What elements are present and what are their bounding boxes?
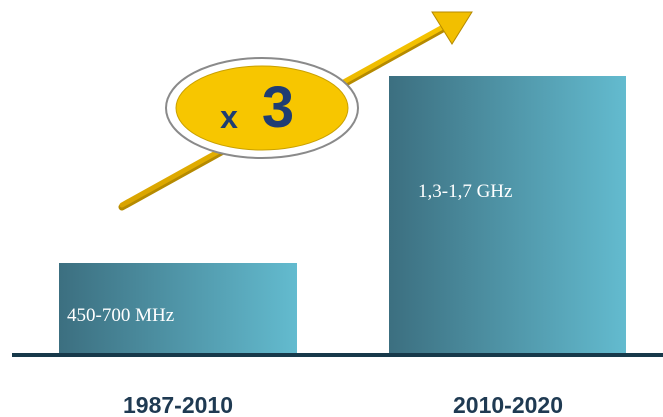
- badge-factor: 3: [262, 75, 294, 140]
- bar: [59, 263, 297, 354]
- bar-label: 450-700 MHz: [67, 305, 174, 326]
- category-label: 1987-2010: [123, 392, 233, 417]
- bar: [389, 76, 626, 354]
- bar-label: 1,3-1,7 GHz: [418, 181, 512, 202]
- category-label: 2010-2020: [453, 392, 563, 417]
- badge-prefix: x: [220, 99, 238, 135]
- badge: x 3: [165, 57, 359, 159]
